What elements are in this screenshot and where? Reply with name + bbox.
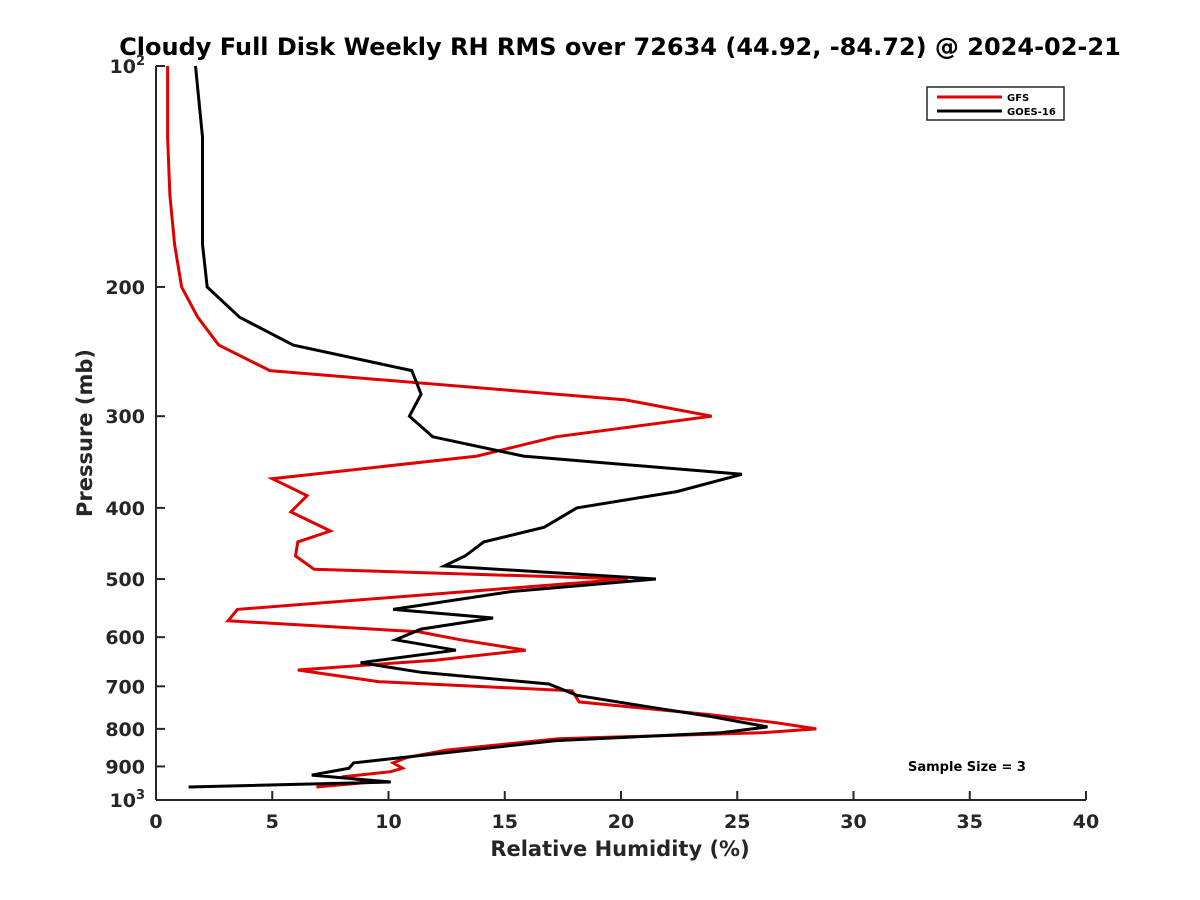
series-layer — [166, 65, 817, 789]
x-tick-label: 20 — [608, 811, 634, 833]
y-tick-label: 102 — [110, 54, 146, 78]
y-tick-label: 300 — [105, 406, 145, 428]
y-tick-label: 400 — [105, 498, 145, 520]
series-line-goes-16 — [188, 65, 768, 789]
x-tick-label: 0 — [149, 811, 162, 833]
x-tick-label: 40 — [1073, 811, 1099, 833]
y-tick-label: 200 — [105, 277, 145, 299]
y-tick-label: 800 — [105, 719, 145, 741]
y-tick-label: 500 — [105, 569, 145, 591]
series-line-gfs — [166, 66, 817, 789]
legend-label-goes-16: GOES-16 — [1007, 107, 1056, 118]
x-tick-label: 35 — [957, 811, 983, 833]
y-tick-label: 700 — [105, 676, 145, 698]
y-axis-label: Pressure (mb) — [73, 349, 97, 517]
x-tick-label: 25 — [724, 811, 750, 833]
x-tick-label: 30 — [840, 811, 866, 833]
x-axis-label: Relative Humidity (%) — [490, 837, 749, 861]
chart-title: Cloudy Full Disk Weekly RH RMS over 7263… — [119, 33, 1121, 61]
sample-size-annotation: Sample Size = 3 — [908, 760, 1026, 775]
x-tick-label: 10 — [375, 811, 401, 833]
y-tick-label: 600 — [105, 627, 145, 649]
x-tick-label: 5 — [266, 811, 279, 833]
legend-label-gfs: GFS — [1007, 93, 1029, 104]
y-tick-label: 900 — [105, 756, 145, 778]
legend-box — [926, 86, 1065, 121]
legend: GFS GOES-16 — [926, 86, 1065, 121]
y-tick-label: 103 — [110, 788, 146, 812]
tick-layer: 0 5 10 15 20 25 30 35 40 102 200 300 400 500 600 700 800… — [105, 54, 1099, 833]
x-tick-label: 15 — [492, 811, 518, 833]
